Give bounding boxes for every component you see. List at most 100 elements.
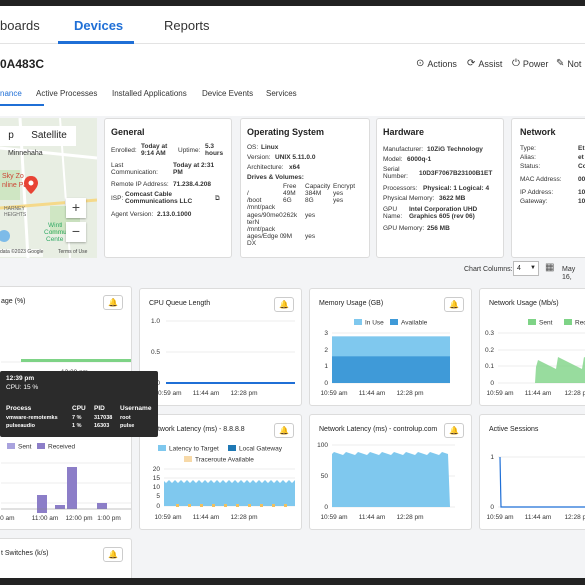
- x-tick-label: 12:28 pm: [564, 390, 585, 397]
- map-view-button[interactable]: p: [0, 126, 22, 146]
- y-tick-label: 0: [324, 380, 328, 387]
- calendar-icon[interactable]: ▦: [545, 262, 555, 273]
- drive-name: /mnt/pack: [247, 204, 276, 212]
- map-terms-link[interactable]: Terms of Use: [58, 249, 88, 255]
- tooltip-cell: pulse: [120, 423, 135, 429]
- remote-ip-label: Remote IP Address:: [111, 181, 169, 188]
- assist-button[interactable]: ⟳ Assist: [467, 58, 503, 69]
- net-type-label: Type:: [520, 145, 536, 152]
- subtab-performance[interactable]: nance: [0, 89, 22, 98]
- legend-label: Recei: [575, 320, 585, 327]
- sessions-line: [499, 456, 585, 508]
- bell-icon[interactable]: 🔔: [274, 423, 294, 438]
- hardware-card: Hardware Manufacturer: 10ZiG Technology …: [376, 118, 504, 258]
- legend-swatch: [228, 445, 236, 451]
- y-tick-label: 2: [324, 347, 328, 354]
- legend-swatch: [184, 456, 192, 462]
- y-tick-label: 0: [156, 380, 160, 387]
- traceroute-marker: [212, 504, 215, 507]
- map-label-online-park: nline Pa: [2, 182, 28, 189]
- subtab-active-processes[interactable]: Active Processes: [36, 89, 98, 98]
- legend-swatch: [564, 319, 572, 325]
- legend-label: Latency to Target: [169, 446, 219, 453]
- latency-google-plot[interactable]: Latency to Target Local Gateway Traceroute…: [140, 437, 303, 531]
- satellite-view-button[interactable]: Satellite: [22, 126, 76, 146]
- actions-button[interactable]: ⊙ Actions: [416, 58, 457, 69]
- cpu-area: [21, 359, 131, 362]
- general-card: General Enrolled: Today at 9:14 AM Uptim…: [104, 118, 232, 258]
- bell-icon[interactable]: 🔔: [444, 297, 464, 312]
- network-usage-card: Network Usage (Mb/s) Sent Recei 0.3 0.2 0.1 0…: [479, 288, 585, 406]
- cpu-queue-plot[interactable]: 1.0 0.5 0 10:59 am 11:44 am 12:28 pm: [140, 311, 303, 407]
- zoom-out-button[interactable]: −: [66, 222, 86, 242]
- net-alias-label: Alias:: [520, 154, 536, 161]
- network-usage-plot[interactable]: Sent Recei 0.3 0.2 0.1 0 10:59 am 11:44 am 12:28…: [480, 311, 585, 407]
- power-button[interactable]: ⏻ Power: [512, 58, 549, 69]
- notes-button[interactable]: ✎ Not: [556, 58, 582, 69]
- subtab-device-events[interactable]: Device Events: [202, 89, 254, 98]
- memory-usage-card: Memory Usage (GB) 🔔 In Use Available 3 2 1 0 1…: [309, 288, 472, 406]
- drive-free: 9M: [283, 233, 293, 241]
- legend-label: Available: [401, 320, 428, 327]
- legend-label: Local Gateway: [239, 446, 283, 453]
- traceroute-marker: [260, 504, 263, 507]
- external-link-icon[interactable]: ⧉: [215, 195, 220, 202]
- version-label: Version:: [247, 154, 271, 161]
- enrolled-label: Enrolled:: [111, 147, 137, 154]
- subtab-services[interactable]: Services: [266, 89, 297, 98]
- x-tick-label: 12:28 pm: [396, 390, 423, 397]
- date-range-value[interactable]: May 16,: [562, 266, 576, 281]
- y-tick-label: 5: [156, 493, 160, 500]
- drive-capacity: 384M: [305, 190, 322, 197]
- traceroute-marker: [248, 504, 251, 507]
- cpu-queue-card: CPU Queue Length 🔔 1.0 0.5 0 10:59 am 11:44 …: [139, 288, 302, 406]
- y-tick-label: 0.5: [151, 349, 160, 356]
- drives-header-capacity: Capacity: [305, 183, 331, 190]
- x-tick-label: 11:00 am: [32, 515, 59, 522]
- map-label-cente: Cente: [46, 236, 64, 243]
- network-usage-area: [498, 357, 585, 383]
- screen: boards Devices Reports 0A483C ⊙ Actions ⟳…: [0, 6, 585, 578]
- bell-icon[interactable]: 🔔: [103, 547, 123, 562]
- tab-dashboards[interactable]: boards: [0, 18, 40, 33]
- active-sessions-plot[interactable]: 1 0 10:59 am 11:44 am 12:28 pm: [480, 437, 585, 531]
- bell-icon[interactable]: 🔔: [103, 295, 123, 310]
- drive-name: /mnt/pack: [247, 226, 276, 233]
- chart-title: Network Usage (Mb/s): [489, 300, 559, 307]
- chart-title: Network Latency (ms) - 8.8.8.8: [149, 426, 245, 433]
- network-bars-plot[interactable]: Sent Received 10:00 am 11:00 am 12:00 pm 1:00…: [0, 433, 131, 531]
- bell-icon[interactable]: 🔔: [274, 297, 294, 312]
- memory-usage-plot[interactable]: In Use Available 3 2 1 0 10:59 am 11:44 am 12:28…: [310, 311, 473, 407]
- agent-version-value: 2.13.0.1000: [157, 211, 192, 218]
- bell-icon[interactable]: 🔔: [444, 423, 464, 438]
- chart-title: age (%): [1, 298, 26, 305]
- last-comm-value-1: Today at 2:31: [173, 162, 215, 169]
- net-ip-label: IP Address:: [520, 189, 554, 196]
- y-tick-label: 0.3: [485, 330, 494, 337]
- power-icon: ⏻: [512, 58, 520, 69]
- tab-reports[interactable]: Reports: [164, 18, 210, 33]
- drive-free: 49M: [283, 190, 296, 197]
- manufacturer-value: 10ZiG Technology: [427, 146, 483, 153]
- y-tick-label: 0.2: [485, 347, 494, 354]
- net-alias-value: et: [578, 154, 584, 161]
- net-gateway-label: Gateway:: [520, 198, 548, 205]
- latency-controlup-plot[interactable]: 100 50 0 10:59 am 11:44 am 12:28 pm: [310, 437, 473, 531]
- tab-devices[interactable]: Devices: [74, 18, 124, 33]
- x-tick-label: 12:28 pm: [230, 514, 257, 521]
- tooltip-cpu: CPU: 15 %: [6, 384, 39, 391]
- legend-swatch: [158, 445, 166, 451]
- chart-columns-value: 4: [517, 265, 521, 272]
- subtab-installed-applications[interactable]: Installed Applications: [112, 89, 187, 98]
- in-use-area: [332, 356, 450, 383]
- chart-columns-label: Chart Columns:: [464, 266, 513, 273]
- y-tick-label: 0: [490, 380, 494, 387]
- zoom-in-button[interactable]: +: [66, 198, 86, 218]
- y-tick-label: 20: [153, 466, 161, 473]
- legend-swatch: [37, 443, 45, 449]
- drive-name: DX: [247, 240, 257, 248]
- chart-columns-select[interactable]: 4 ▼: [513, 261, 539, 276]
- model-label: Model:: [383, 156, 403, 163]
- location-map[interactable]: p Satellite Minnehaha Sky Zo nline Pa HA…: [0, 118, 97, 258]
- drive-name: terN: [247, 218, 260, 226]
